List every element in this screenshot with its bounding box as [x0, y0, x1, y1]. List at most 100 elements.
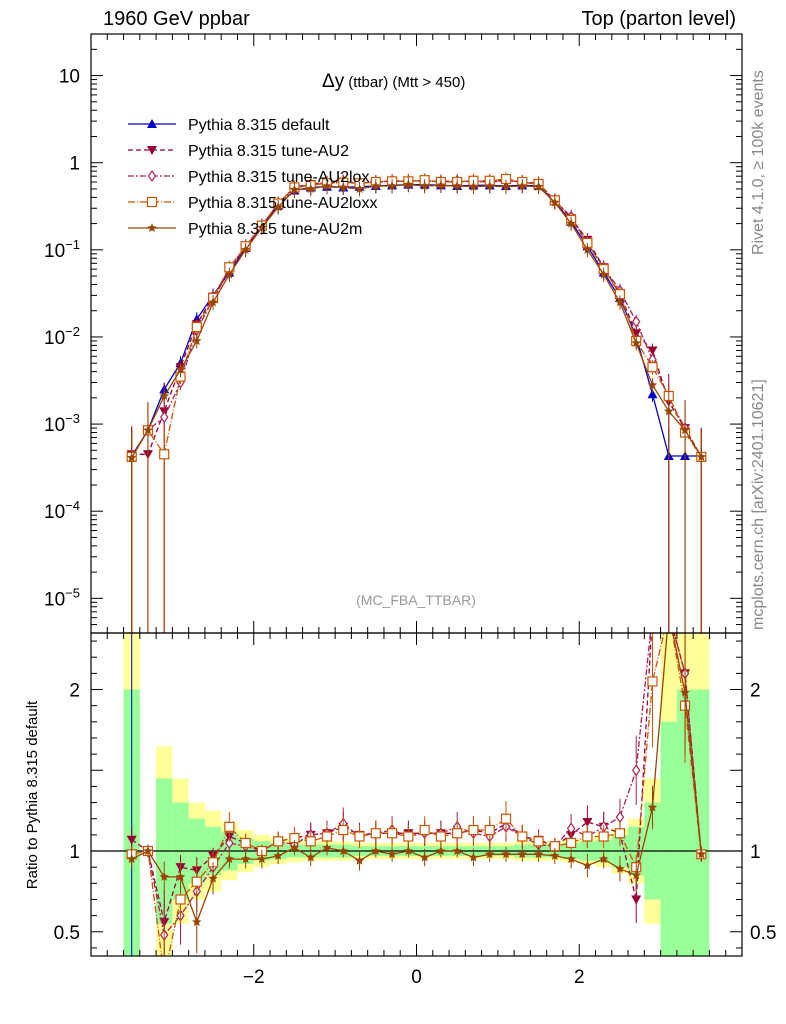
data-point — [126, 452, 137, 462]
data-point — [680, 425, 690, 435]
ratio-point — [647, 609, 657, 618]
ratio-point — [436, 846, 446, 856]
ratio-point — [175, 894, 186, 905]
title-main: Δy — [322, 71, 345, 92]
data-point — [240, 244, 251, 254]
header-left: 1960 GeV ppbar — [103, 8, 250, 30]
data-point — [468, 181, 479, 191]
ratio-point — [240, 854, 251, 864]
data-point — [257, 222, 267, 232]
ratio-point — [126, 835, 137, 845]
ratio-point — [371, 846, 381, 856]
band-inner — [660, 721, 677, 956]
ratio-point — [289, 842, 300, 852]
ratio-point — [370, 828, 381, 839]
legend-marker — [147, 146, 157, 155]
ratio-point — [257, 854, 267, 864]
legend-marker — [147, 169, 157, 183]
data-point — [485, 181, 495, 191]
ratio-series — [91, 608, 742, 981]
y-tick-label: 1 — [69, 154, 80, 175]
ratio-point — [240, 837, 251, 849]
ratio-point — [452, 828, 463, 839]
header-right: Top (parton level) — [581, 8, 736, 30]
data-point — [615, 297, 625, 307]
data-point — [631, 338, 641, 348]
ratio-point — [680, 687, 690, 697]
ratio-tick-label-left: 2 — [69, 681, 80, 702]
ratio-point — [517, 849, 527, 859]
ratio-ylabel: Ratio to Pythia 8.315 default — [24, 700, 41, 889]
data-point — [371, 181, 381, 191]
ratio-point — [647, 802, 658, 812]
ratio-point — [649, 608, 656, 618]
ratio-line — [131, 633, 702, 956]
data-point — [306, 183, 316, 193]
ratio-point — [224, 821, 235, 832]
ratio-point — [354, 831, 365, 842]
ratio-point — [582, 831, 593, 842]
rivet-version: Rivet 4.1.0, ≥ 100k events — [750, 70, 767, 255]
ratio-point — [175, 871, 186, 881]
ratio-point — [484, 824, 495, 836]
legend: Pythia 8.315 default Pythia 8.315 tune-AU… — [128, 117, 377, 238]
mcplots-reference: mcplots.cern.ch [arXiv:2401.10621] — [750, 379, 767, 630]
legend-label: Pythia 8.315 default — [188, 117, 330, 134]
data-point — [696, 451, 707, 461]
data-point — [533, 181, 544, 191]
ratio-point — [566, 837, 577, 849]
ratio-point — [468, 852, 479, 862]
data-point — [191, 321, 202, 333]
data-point — [143, 425, 153, 435]
data-point — [501, 181, 511, 191]
ratio-point — [501, 849, 511, 859]
data-point — [160, 411, 169, 424]
ratio-point — [387, 849, 397, 859]
ratio-point — [566, 822, 576, 835]
data-point — [517, 181, 527, 191]
ratio-point — [598, 854, 609, 864]
legend-marker — [147, 223, 157, 232]
legend-marker — [147, 119, 157, 128]
plot-title: Δy (ttbar) (Mtt > 450) — [322, 71, 465, 92]
data-point — [647, 346, 658, 356]
ratio-point — [273, 836, 284, 847]
ratio-point — [354, 855, 365, 865]
data-point — [647, 362, 658, 373]
x-tick-label: 2 — [574, 967, 585, 988]
ratio-tick-label-left: 0.5 — [54, 923, 80, 944]
data-point — [159, 391, 169, 400]
ratio-point — [550, 850, 560, 860]
data-point — [338, 182, 348, 192]
ratio-point — [468, 824, 479, 836]
ratio-point — [631, 764, 641, 777]
ratio-point — [435, 831, 447, 842]
ratio-tick-label-right: 2 — [750, 681, 761, 702]
data-point — [387, 181, 397, 191]
data-point — [354, 183, 365, 193]
ratio-point — [338, 846, 348, 856]
legend-marker — [146, 196, 158, 208]
data-point — [175, 364, 186, 374]
ratio-point — [386, 828, 398, 839]
data-point — [322, 181, 332, 191]
data-point — [224, 269, 235, 279]
x-tick-label: 0 — [411, 967, 422, 988]
ratio-point — [306, 852, 316, 862]
data-point — [582, 244, 593, 254]
ratio-point — [160, 972, 169, 981]
x-tick-label: −2 — [243, 967, 265, 988]
legend-label: Pythia 8.315 tune-AU2 — [188, 143, 349, 160]
ratio-point — [208, 873, 218, 883]
analysis-label: (MC_FBA_TTBAR) — [356, 592, 476, 608]
ratio-point — [696, 849, 707, 859]
ratio-point — [517, 831, 528, 842]
ratio-point — [321, 831, 333, 842]
ratio-point — [582, 817, 593, 827]
ratio-tick-label-right: 0.5 — [750, 923, 776, 944]
data-point — [452, 181, 462, 191]
data-point — [566, 218, 576, 228]
ratio-point — [485, 849, 495, 859]
data-point — [631, 315, 641, 328]
